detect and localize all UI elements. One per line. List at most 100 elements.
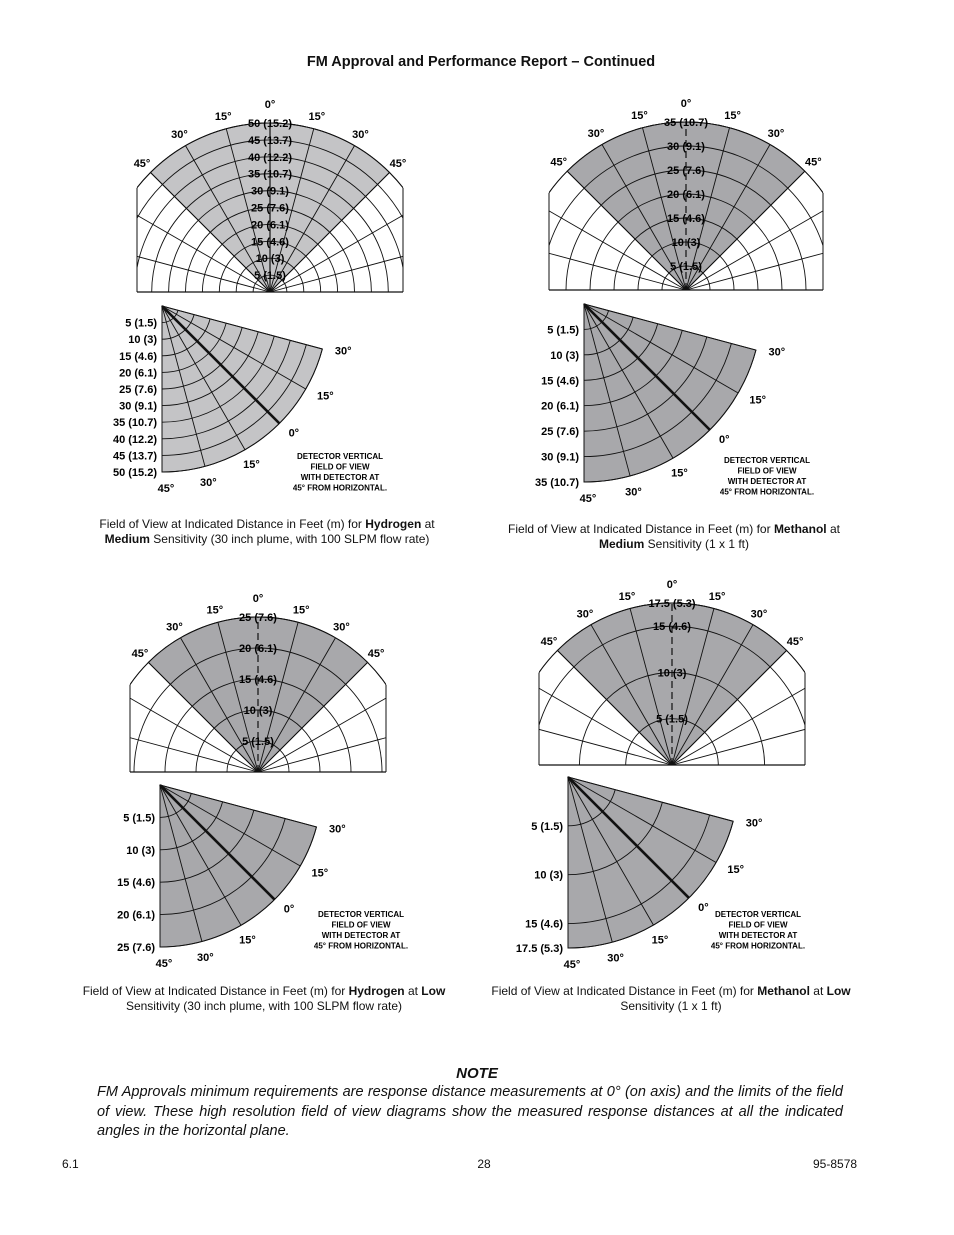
top-view-distance-label: 5 (1.5) — [670, 261, 702, 273]
top-view-angle-line — [539, 728, 673, 765]
top-view-distance-label: 20 (6.1) — [251, 219, 289, 231]
top-view-angle-label: 15° — [293, 605, 310, 617]
side-view-distance-label: 30 (9.1) — [541, 452, 579, 464]
diagram-caption-methanol-medium: Field of View at Indicated Distance in F… — [484, 522, 864, 552]
top-view-angle-label: 45° — [550, 157, 567, 169]
top-view-distance-label: 35 (10.7) — [664, 117, 708, 129]
side-view-distance-ring — [159, 818, 286, 916]
side-view-distance-ring — [583, 310, 609, 330]
top-view-angle-label: 30° — [166, 621, 183, 633]
top-view-distance-label: 10 (3) — [256, 253, 285, 265]
side-view-note-line: FIELD OF VIEW — [737, 467, 797, 476]
side-view-angle-label: 15° — [312, 868, 329, 880]
side-view-distance-label: 20 (6.1) — [117, 910, 155, 922]
top-view-angle-line — [269, 214, 403, 292]
top-view-angle-label: 45° — [390, 158, 407, 170]
side-view-distance-ring — [159, 810, 255, 883]
side-view-distance-ring — [161, 335, 275, 423]
top-view-angle-label: 45° — [541, 636, 558, 648]
side-view-angle-label: 30° — [200, 477, 217, 489]
side-view-distance-ring — [161, 318, 211, 357]
top-view-angle-line — [257, 737, 386, 772]
side-view-distance-label: 10 (3) — [550, 350, 579, 362]
side-view-angle-line — [567, 776, 717, 863]
side-view-angle-label: 15° — [652, 934, 669, 946]
side-view-angle-label: 30° — [329, 823, 346, 835]
top-view-angle-label: 30° — [768, 128, 785, 140]
note-body: FM Approvals minimum requirements are re… — [97, 1084, 843, 1139]
top-view-angle-label: 15° — [619, 591, 636, 603]
top-view-angle-line — [130, 737, 259, 772]
side-view-detector-axis — [567, 776, 690, 899]
side-view-distance-label: 15 (4.6) — [525, 919, 563, 931]
side-view-angle-label: 0° — [719, 434, 730, 446]
top-view-distance-label: 10 (3) — [244, 705, 273, 717]
caption-text: Sensitivity (1 x 1 ft) — [644, 537, 750, 551]
top-view-angle-line — [549, 210, 687, 290]
side-view-angle-label: 30° — [746, 818, 763, 830]
side-view-distance-label: 10 (3) — [534, 870, 563, 882]
caption-text: Field of View at Indicated Distance in F… — [491, 984, 758, 998]
side-view-angle-line — [583, 303, 631, 477]
side-view-note-line: FIELD OF VIEW — [728, 921, 788, 930]
side-view-angle-label: 45° — [156, 958, 173, 970]
top-view-distance-label: 5 (1.5) — [242, 736, 274, 748]
top-view-distance-label: 10 (3) — [658, 667, 687, 679]
top-view-angle-label: 45° — [368, 648, 385, 660]
side-view-distance-label: 30 (9.1) — [119, 401, 157, 413]
top-view-angle-label: 30° — [352, 129, 369, 141]
caption-text: at — [826, 522, 840, 536]
top-view-angle-line — [185, 145, 271, 292]
side-view-distance-ring — [159, 793, 192, 818]
side-view-distance-label: 20 (6.1) — [119, 367, 157, 379]
side-view-note-line: WITH DETECTOR AT — [322, 931, 401, 940]
side-view-angle-line — [161, 305, 206, 467]
top-view-distance-label: 45 (13.7) — [248, 135, 292, 147]
caption-text: Field of View at Indicated Distance in F… — [508, 522, 774, 536]
caption-text: at — [421, 517, 435, 531]
top-view-angle-line — [539, 687, 673, 765]
side-view-distance-label: 5 (1.5) — [125, 318, 157, 330]
caption-text: at — [809, 984, 827, 998]
side-view-angle-line — [567, 776, 613, 943]
top-view-polar-grid — [549, 121, 823, 290]
side-view-angle-label: 15° — [727, 864, 744, 876]
side-view-distance-label: 35 (10.7) — [113, 417, 157, 429]
side-view-distance-label: 15 (4.6) — [119, 351, 157, 363]
side-view-note-line: 45° FROM HORIZONTAL. — [293, 484, 387, 493]
side-view-angle-line — [161, 305, 246, 450]
top-view-angle-line — [685, 252, 823, 290]
top-view-angle-line — [130, 697, 259, 772]
side-view-angle-label: 15° — [671, 467, 688, 479]
caption-text: Sensitivity (30 inch plume, with 100 SLP… — [125, 999, 403, 1013]
caption-text: Field of View at Indicated Distance in F… — [82, 984, 349, 998]
side-view-angle-label: 30° — [625, 486, 642, 498]
side-view-distance-label: 25 (7.6) — [119, 384, 157, 396]
side-view-distance-label: 15 (4.6) — [541, 375, 579, 387]
top-view-distance-label: 5 (1.5) — [254, 270, 286, 282]
side-view-angle-line — [161, 305, 306, 390]
side-view-note-line: WITH DETECTOR AT — [301, 473, 380, 482]
side-view-distance-label: 35 (10.7) — [535, 477, 579, 489]
top-view-distance-label: 30 (9.1) — [667, 141, 705, 153]
top-view-angle-line — [137, 214, 271, 292]
diagram-methanol-medium: 5 (1.5) 10 (3) 15 (4.6) 20 (6.1) 25 (7.6) 30 … — [535, 98, 824, 505]
side-view-distance-label: 5 (1.5) — [531, 821, 563, 833]
side-view-distance-label: 40 (12.2) — [113, 434, 157, 446]
side-view-distance-ring — [567, 814, 711, 925]
top-view-angle-line — [685, 127, 730, 290]
caption-text: Field of View at Indicated Distance in F… — [99, 517, 366, 531]
footer-revision: 6.1 — [62, 1157, 79, 1171]
note-title: NOTE — [456, 1065, 498, 1082]
top-view-angle-line — [269, 128, 315, 292]
side-view-detector-axis — [161, 305, 281, 425]
footer-document-number: 95-8578 — [813, 1157, 858, 1171]
side-view-distance-label: 5 (1.5) — [547, 324, 579, 336]
side-view-angle-line — [161, 305, 323, 350]
top-view-angle-label: 15° — [309, 111, 326, 123]
diagram-caption-hydrogen-medium: Field of View at Indicated Distance in F… — [77, 517, 457, 547]
side-view-distance-ring — [583, 343, 732, 458]
top-view-distance-label: 10 (3) — [672, 237, 701, 249]
top-view-angle-line — [671, 728, 805, 765]
